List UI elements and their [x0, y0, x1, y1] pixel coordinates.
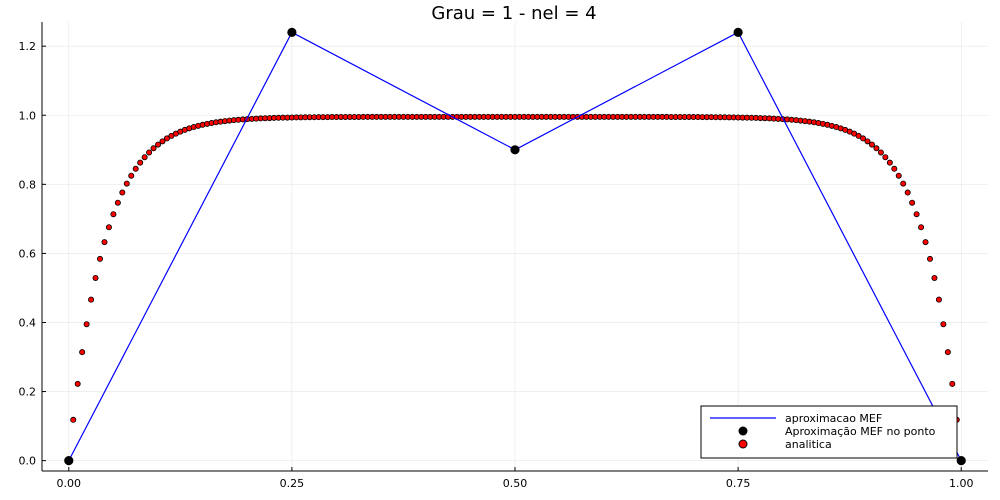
- legend-label-line: aproximacao MEF: [785, 412, 882, 425]
- y-tick-label: 0.4: [19, 316, 37, 329]
- legend-label-analytic: analitica: [785, 438, 832, 451]
- y-tick-label: 0.2: [19, 386, 37, 399]
- legend-label-points: Aproximação MEF no ponto: [785, 425, 936, 438]
- analitica-point: [913, 211, 920, 218]
- analitica-point: [904, 189, 911, 196]
- y-tick-label: 0.8: [19, 178, 37, 191]
- analitica-point: [146, 149, 153, 156]
- series-analitica: [65, 113, 965, 464]
- x-ticks: 0.00 0.25 0.50 0.75 1.00: [57, 467, 974, 490]
- mef-point: [956, 456, 966, 466]
- analitica-point: [944, 349, 951, 356]
- analitica-point: [92, 274, 99, 281]
- y-tick-label: 0.6: [19, 247, 37, 260]
- analitica-point: [882, 154, 889, 161]
- x-tick-label: 1.00: [949, 477, 974, 490]
- analitica-point: [141, 154, 148, 161]
- x-tick-label: 0.25: [280, 477, 305, 490]
- analitica-point: [935, 296, 942, 303]
- analitica-point: [150, 145, 157, 152]
- y-ticks: 0.0 0.2 0.4 0.6 0.8 1.0 1.2: [19, 40, 46, 468]
- analitica-point: [926, 255, 933, 262]
- analitica-point: [868, 141, 875, 148]
- analitica-point: [940, 321, 947, 328]
- x-tick-label: 0.75: [726, 477, 751, 490]
- mef-point: [64, 456, 74, 466]
- analitica-point: [132, 165, 139, 172]
- analitica-point: [895, 172, 902, 179]
- y-tick-label: 1.2: [19, 40, 37, 53]
- analitica-point: [97, 255, 104, 262]
- legend-red-marker: [738, 439, 748, 449]
- analitica-point: [159, 138, 166, 145]
- mef-point: [287, 27, 297, 37]
- analitica-point: [886, 159, 893, 166]
- analitica-point: [101, 239, 108, 246]
- analitica-point: [918, 224, 925, 231]
- analitica-point: [163, 135, 170, 142]
- grid: [42, 22, 988, 471]
- y-tick-label: 0.0: [19, 455, 37, 468]
- mef-point: [733, 27, 743, 37]
- analitica-point: [83, 321, 90, 328]
- analitica-point: [70, 416, 77, 423]
- analitica-point: [110, 211, 117, 218]
- legend: aproximacao MEF Aproximação MEF no ponto…: [700, 405, 958, 459]
- analitica-point: [155, 141, 162, 148]
- analitica-point: [922, 239, 929, 246]
- mef-point: [510, 145, 520, 155]
- analitica-point: [855, 132, 862, 139]
- analitica-point: [88, 296, 95, 303]
- analitica-point: [873, 145, 880, 152]
- analitica-point: [79, 349, 86, 356]
- analitica-point: [949, 380, 956, 387]
- y-tick-label: 1.0: [19, 109, 37, 122]
- analitica-point: [119, 189, 126, 196]
- x-tick-label: 0.50: [503, 477, 528, 490]
- legend-black-marker: [738, 426, 748, 436]
- analitica-point: [864, 138, 871, 145]
- analitica-point: [877, 149, 884, 156]
- analitica-point: [74, 380, 81, 387]
- x-tick-label: 0.00: [57, 477, 82, 490]
- analitica-point: [860, 135, 867, 142]
- analitica-point: [114, 199, 121, 206]
- analitica-point: [931, 274, 938, 281]
- series: [64, 27, 966, 466]
- analitica-point: [909, 199, 916, 206]
- analitica-point: [137, 159, 144, 166]
- chart-title: Grau = 1 - nel = 4: [431, 3, 596, 24]
- analitica-point: [123, 180, 130, 187]
- analitica-point: [128, 172, 135, 179]
- analitica-point: [900, 180, 907, 187]
- analitica-point: [105, 224, 112, 231]
- analitica-point: [891, 165, 898, 172]
- series-mef-points: [64, 27, 966, 466]
